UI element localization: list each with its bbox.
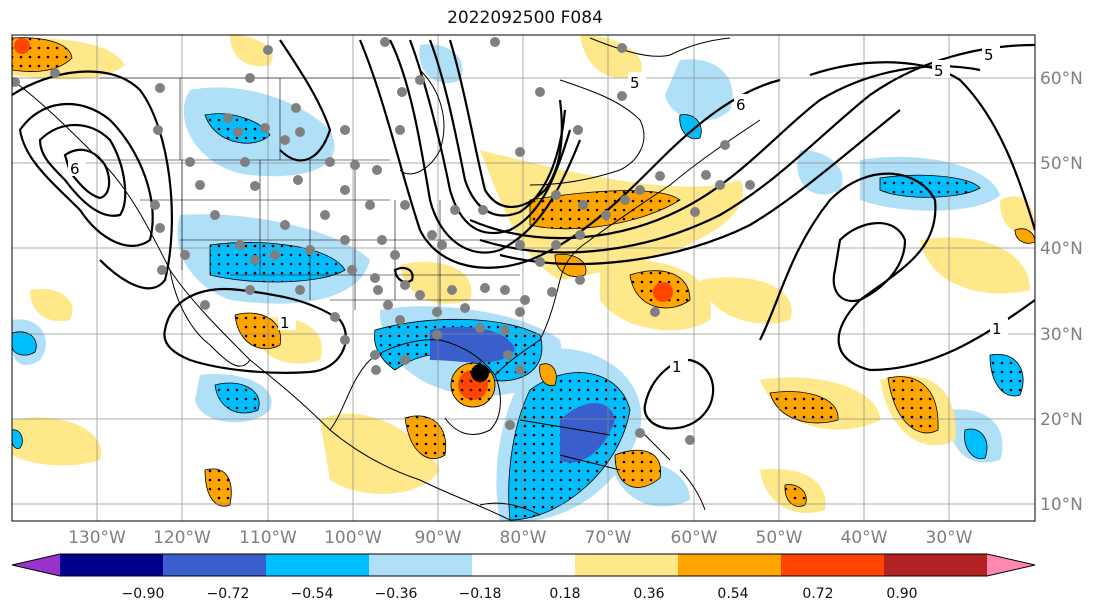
colorbar-segment [781, 554, 885, 576]
colorbar-tick-label: 0.90 [886, 586, 917, 602]
colorbar-segment [678, 554, 782, 576]
colorbar-ticks: −0.90 −0.72 −0.54 −0.36 −0.18 0.18 0.36 … [122, 586, 918, 602]
lon-label: 60°W [671, 528, 718, 548]
colorbar-segment [884, 554, 988, 576]
royal-blue-anomaly-shading [430, 326, 615, 463]
colorbar-tick-label: −0.90 [122, 586, 165, 602]
colorbar-segment [575, 554, 679, 576]
lon-label: 30°W [926, 528, 973, 548]
colorbar-segment [163, 554, 267, 576]
colorbar-tick-label: −0.54 [291, 586, 334, 602]
contour-label: 1 [992, 320, 1002, 338]
colorbar [11, 553, 1036, 577]
lon-label: 100°W [324, 528, 382, 548]
contour-label: 5 [630, 74, 640, 92]
latitude-labels: 60°N 50°N 40°N 30°N 20°N 10°N [1040, 69, 1083, 515]
colorbar-segment [266, 554, 370, 576]
colorbar-tick-label: −0.18 [459, 586, 502, 602]
lat-label: 10°N [1040, 495, 1083, 515]
station-dots [12, 37, 755, 445]
colorbar-outline [11, 553, 1036, 577]
colorbar-tick-label: 0.54 [717, 586, 748, 602]
contour-labels: 5 5 6 5 1 1 6 1 [68, 44, 1008, 376]
lat-label: 20°N [1040, 410, 1083, 430]
contour-label: 6 [70, 160, 80, 178]
lon-label: 40°W [841, 528, 888, 548]
colorbar-tick-label: −0.36 [375, 586, 418, 602]
map-frame: 5 5 6 5 1 1 6 1 [12, 35, 1035, 521]
stippling-orange [12, 37, 939, 507]
lat-label: 40°N [1040, 239, 1083, 259]
lon-label: 50°W [756, 528, 803, 548]
lat-label: 30°N [1040, 325, 1083, 345]
colorbar-tick-label: 0.36 [633, 586, 664, 602]
colorbar-tick-label: 0.18 [549, 586, 580, 602]
map-title: 2022092500 F084 [447, 8, 603, 28]
contour-label: 1 [280, 314, 290, 332]
lon-label: 130°W [68, 528, 126, 548]
lat-label: 50°N [1040, 154, 1083, 174]
colorbar-tick-label: −0.72 [207, 586, 250, 602]
colorbar-tick-label: 0.72 [802, 586, 833, 602]
colorbar-segment [472, 554, 576, 576]
storm-center-marker [471, 364, 489, 382]
contour-label: 1 [672, 358, 682, 376]
lon-label: 110°W [239, 528, 297, 548]
lat-label: 60°N [1040, 69, 1083, 89]
lon-label: 90°W [415, 528, 462, 548]
colorbar-extend-min [12, 554, 60, 576]
colorbar-segment [369, 554, 473, 576]
contour-label: 5 [984, 46, 994, 64]
colorbar-segment [60, 554, 164, 576]
colorbar-extend-max [987, 554, 1035, 576]
contour-label: 5 [934, 62, 944, 80]
contour-label: 6 [736, 96, 746, 114]
lon-label: 80°W [500, 528, 547, 548]
geopotential-contours [12, 39, 1035, 430]
longitude-labels: 130°W 120°W 110°W 100°W 90°W 80°W 70°W 6… [68, 528, 973, 548]
lon-label: 70°W [585, 528, 632, 548]
map-border [11, 34, 1036, 522]
lon-label: 120°W [153, 528, 211, 548]
